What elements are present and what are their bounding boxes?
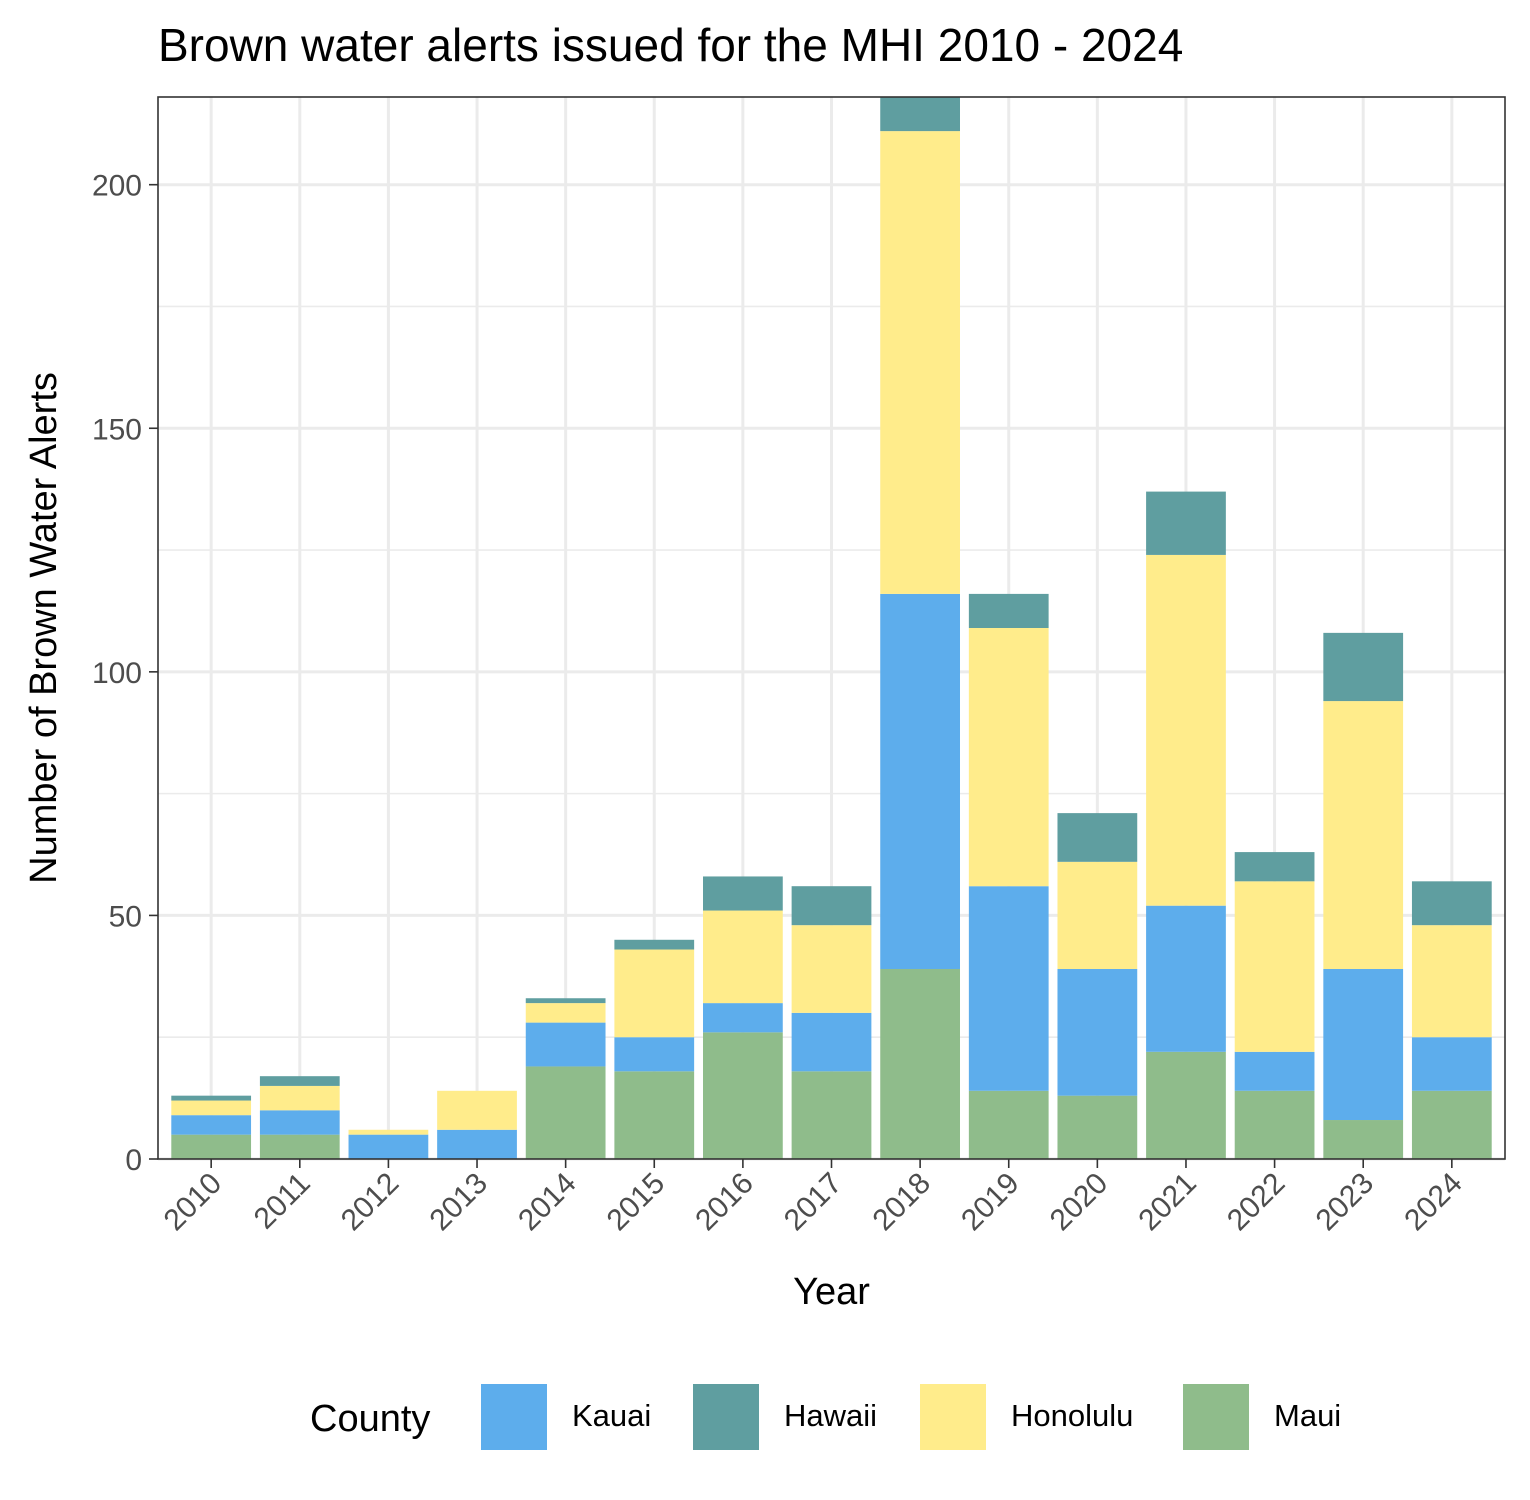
y-axis-label: Number of Brown Water Alerts [23,372,65,884]
legend: County Kauai Hawaii Honolulu Maui [0,1384,1530,1454]
bar-honolulu-2024 [1411,925,1492,1038]
bar-honolulu-2021 [1146,554,1226,906]
x-tick-label: 2018 [867,1167,938,1238]
legend-label-hawaii: Hawaii [784,1398,878,1433]
bar-kauai-2012 [348,1134,429,1159]
bar-hawaii-2024 [1411,881,1492,926]
x-tick-label: 2016 [689,1167,760,1238]
bar-maui-2021 [1146,1051,1226,1159]
legend-label-maui: Maui [1274,1398,1342,1433]
bar-kauai-2022 [1234,1051,1315,1091]
bar-honolulu-2010 [171,1100,252,1116]
legend-key-honolulu [920,1384,986,1450]
bar-kauai-2020 [1057,969,1138,1096]
bar-honolulu-2023 [1323,701,1404,970]
x-tick-label: 2017 [778,1167,849,1238]
bar-maui-2014 [525,1066,606,1159]
legend-label-honolulu: Honolulu [1011,1398,1134,1433]
bar-honolulu-2016 [703,910,783,1004]
bar-hawaii-2023 [1323,632,1404,702]
x-tick-label: 2023 [1310,1167,1381,1238]
bar-kauai-2021 [1146,905,1226,1052]
bar-maui-2020 [1057,1095,1138,1159]
bar-maui-2024 [1411,1090,1492,1159]
bar-hawaii-2018 [880,97,960,132]
bar-kauai-2024 [1411,1037,1492,1091]
y-tick-label: 0 [125,1144,142,1177]
bar-hawaii-2010 [171,1095,252,1101]
x-tick-label: 2019 [955,1167,1026,1238]
bar-honolulu-2011 [259,1085,340,1111]
x-tick-label: 2015 [601,1167,672,1238]
y-tick-label: 50 [109,900,142,933]
y-tick-label: 200 [92,170,142,203]
x-tick-label: 2021 [1132,1167,1203,1238]
bar-maui-2022 [1234,1090,1315,1159]
bar-kauai-2011 [259,1110,340,1135]
bar-kauai-2013 [437,1129,517,1159]
bar-hawaii-2020 [1057,813,1138,862]
bar-honolulu-2014 [525,1003,606,1023]
bar-honolulu-2020 [1057,861,1138,970]
legend-title: County [310,1398,431,1440]
bar-hawaii-2019 [968,593,1049,628]
bar-honolulu-2015 [614,949,695,1038]
bar-honolulu-2018 [880,131,960,594]
bar-hawaii-2014 [525,998,606,1004]
x-tick-label: 2012 [335,1167,406,1238]
bar-maui-2017 [791,1071,872,1159]
x-axis-label: Year [793,1271,870,1313]
bar-maui-2016 [703,1032,783,1159]
bar-hawaii-2021 [1146,491,1226,555]
bar-maui-2018 [880,969,960,1159]
bar-honolulu-2019 [968,628,1049,887]
stacked-bar-chart: 0 50 100 150 200 2010 2011 2012 2013 2014 2015 2016… [23,96,1506,1313]
bar-kauai-2014 [525,1022,606,1067]
bar-kauai-2015 [614,1037,695,1072]
bar-kauai-2019 [968,886,1049,1091]
legend-key-hawaii [693,1384,759,1450]
x-tick-label: 2013 [423,1167,494,1238]
bar-kauai-2016 [703,1003,783,1033]
bar-maui-2023 [1323,1120,1404,1159]
legend-key-maui [1183,1384,1249,1450]
bar-hawaii-2015 [614,939,695,950]
bar-kauai-2018 [880,593,960,970]
y-tick-label: 150 [92,413,142,446]
bar-honolulu-2022 [1234,881,1315,1052]
x-tick-label: 2010 [158,1167,229,1238]
bar-kauai-2023 [1323,969,1404,1121]
bar-honolulu-2012 [348,1129,429,1135]
bar-maui-2011 [259,1134,340,1159]
bar-hawaii-2022 [1234,852,1315,882]
x-tick-label: 2020 [1044,1167,1115,1238]
bar-layer [171,97,1492,1159]
legend-key-kauai [481,1384,547,1450]
x-tick-label: 2014 [512,1167,583,1238]
bar-kauai-2017 [791,1012,872,1072]
bar-honolulu-2017 [791,925,872,1013]
bar-maui-2019 [968,1090,1049,1159]
bar-maui-2010 [171,1134,252,1159]
x-tick-label: 2011 [248,1167,317,1236]
bar-hawaii-2017 [791,886,872,926]
legend-label-kauai: Kauai [572,1398,652,1433]
x-tick-label: 2022 [1221,1167,1292,1238]
bar-maui-2015 [614,1071,695,1159]
bar-honolulu-2013 [437,1090,517,1130]
x-tick-label: 2024 [1398,1167,1469,1238]
bar-hawaii-2011 [259,1076,340,1086]
y-tick-label: 100 [92,657,142,690]
bar-kauai-2010 [171,1115,252,1135]
chart-title: Brown water alerts issued for the MHI 20… [158,19,1184,71]
bar-hawaii-2016 [703,876,783,911]
